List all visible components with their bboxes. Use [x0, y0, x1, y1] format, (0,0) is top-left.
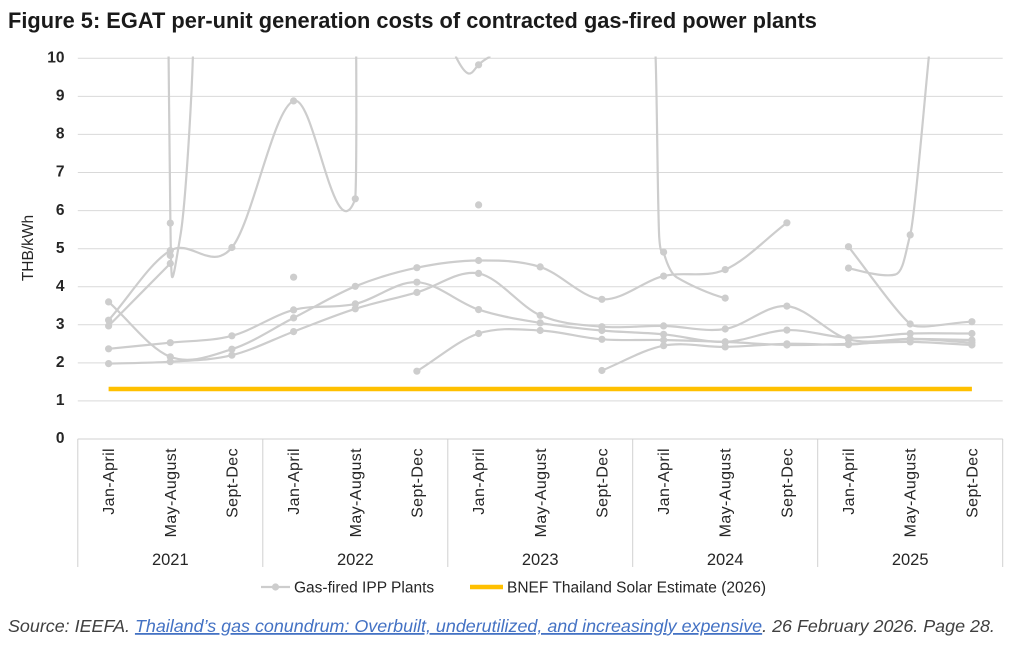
svg-text:1: 1	[56, 392, 65, 409]
svg-text:Sept-Dec: Sept-Dec	[779, 448, 796, 518]
svg-text:10: 10	[47, 50, 64, 67]
svg-text:7: 7	[56, 164, 65, 181]
svg-text:Source: IEEFA. Thailand’s gas: Source: IEEFA. Thailand’s gas conundrum:…	[8, 616, 995, 636]
svg-text:2024: 2024	[707, 551, 744, 569]
svg-text:Jan-April: Jan-April	[286, 448, 303, 515]
svg-text:2022: 2022	[337, 551, 374, 569]
svg-text:May-August: May-August	[718, 448, 735, 538]
svg-text:Gas-fired IPP Plants: Gas-fired IPP Plants	[294, 580, 434, 597]
svg-text:Figure 5: EGAT per-unit genera: Figure 5: EGAT per-unit generation costs…	[8, 8, 817, 33]
svg-text:2021: 2021	[152, 551, 189, 569]
svg-text:May-August: May-August	[903, 448, 920, 538]
svg-text:3: 3	[56, 316, 65, 333]
svg-text:0: 0	[56, 430, 65, 447]
svg-text:2: 2	[56, 354, 65, 371]
svg-text:BNEF Thailand Solar Estimate (: BNEF Thailand Solar Estimate (2026)	[507, 580, 766, 597]
svg-text:Sept-Dec: Sept-Dec	[409, 448, 426, 518]
svg-text:Sept-Dec: Sept-Dec	[224, 448, 241, 518]
svg-text:4: 4	[56, 278, 65, 295]
svg-text:May-August: May-August	[163, 448, 180, 538]
svg-text:THB/kWh: THB/kWh	[20, 215, 37, 281]
svg-text:2025: 2025	[892, 551, 929, 569]
svg-text:Jan-April: Jan-April	[841, 448, 858, 515]
svg-text:5: 5	[56, 240, 65, 257]
svg-text:Jan-April: Jan-April	[656, 448, 673, 515]
svg-text:Jan-April: Jan-April	[101, 448, 118, 515]
svg-text:May-August: May-August	[533, 448, 550, 538]
svg-text:9: 9	[56, 88, 65, 105]
svg-text:Sept-Dec: Sept-Dec	[594, 448, 611, 518]
svg-text:Jan-April: Jan-April	[471, 448, 488, 515]
svg-text:6: 6	[56, 202, 65, 219]
svg-text:Sept-Dec: Sept-Dec	[964, 448, 981, 518]
svg-text:May-August: May-August	[348, 448, 365, 538]
svg-text:2023: 2023	[522, 551, 559, 569]
svg-text:8: 8	[56, 126, 65, 143]
